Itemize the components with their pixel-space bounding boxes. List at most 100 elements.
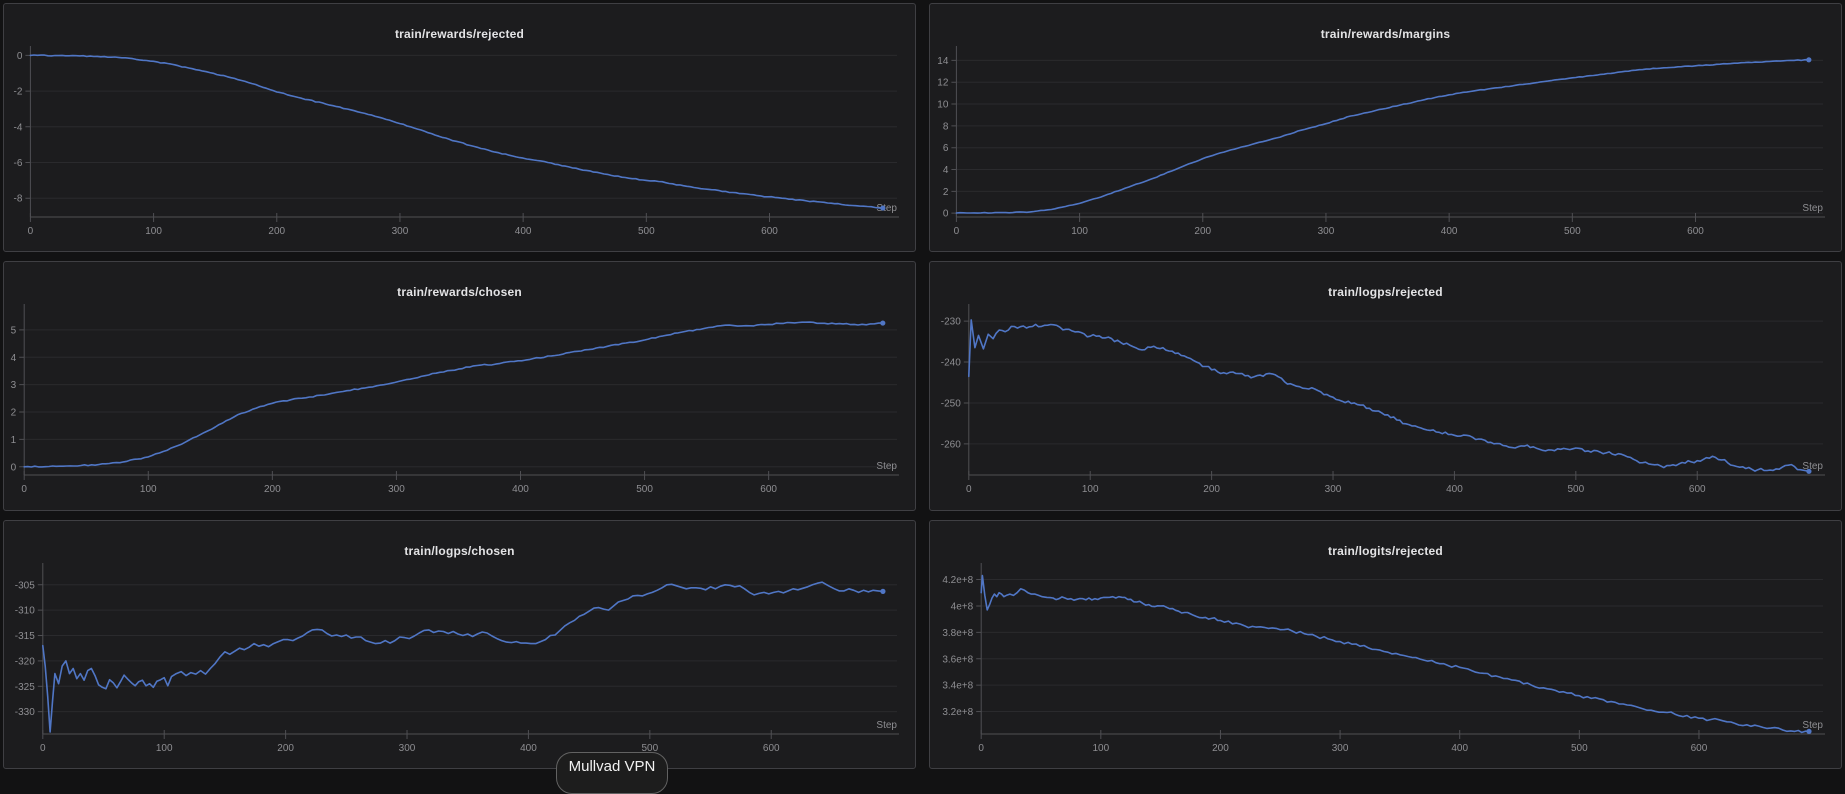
y-tick-label: -230: [941, 317, 961, 328]
x-tick-label: 200: [264, 484, 281, 495]
y-tick-label: -260: [941, 440, 961, 451]
x-axis-title: Step: [876, 461, 897, 472]
y-tick-label: -305: [15, 580, 35, 591]
chart-title: train/rewards/chosen: [397, 285, 522, 300]
vpn-notification[interactable]: Mullvad VPN: [556, 752, 668, 794]
x-tick-label: 500: [1567, 484, 1584, 495]
x-tick-label: 200: [268, 226, 285, 237]
y-tick-label: -8: [13, 194, 22, 205]
chart-panel-train-logps-rejected[interactable]: train/logps/rejected -230 -240 -250 -260 0 100…: [929, 261, 1842, 511]
x-tick-label: 100: [1071, 226, 1088, 237]
y-tick-label: 14: [937, 56, 949, 67]
y-tick-label: 1: [11, 435, 17, 446]
y-tick-label: -310: [15, 605, 35, 616]
chart-panel-train-logps-chosen[interactable]: train/logps/chosen -305 -310 -315 -320 -325 -3…: [3, 519, 916, 769]
x-tick-label: 200: [1212, 743, 1229, 754]
y-tick-label: 3.4e+8: [942, 680, 973, 691]
y-tick-label: 2: [11, 408, 17, 419]
x-tick-label: 0: [966, 484, 972, 495]
series-line[interactable]: [968, 319, 1810, 473]
x-tick-label: 300: [1332, 743, 1349, 754]
y-tick-label: 0: [17, 51, 23, 62]
x-tick-label: 0: [21, 484, 27, 495]
series-endpoint-dot: [880, 588, 886, 594]
y-tick-label: -315: [15, 631, 35, 642]
x-tick-label: 300: [388, 484, 405, 495]
x-axis-title: Step: [1802, 203, 1823, 214]
vpn-notification-label: Mullvad VPN: [568, 758, 656, 775]
chart-panel-train-logits-rejected[interactable]: train/logits/rejected 4.2e+8 4e+8 3.8e+8 3.6…: [929, 519, 1842, 769]
y-tick-label: 3.8e+8: [942, 628, 973, 639]
x-tick-label: 200: [1203, 484, 1220, 495]
series-line[interactable]: [23, 321, 884, 469]
chart-title: train/logps/rejected: [1328, 285, 1443, 300]
series-endpoint-dot: [880, 320, 886, 326]
y-tick-label: 8: [943, 121, 949, 132]
x-axis-title: Step: [876, 203, 897, 214]
x-tick-label: 200: [1194, 226, 1211, 237]
y-tick-label: -330: [15, 707, 35, 718]
y-tick-label: -325: [15, 681, 35, 692]
series-endpoint-dot: [1806, 728, 1812, 734]
x-tick-label: 0: [40, 743, 46, 754]
x-tick-label: 600: [1689, 484, 1706, 495]
x-tick-label: 0: [954, 226, 960, 237]
y-tick-label: 4.2e+8: [942, 575, 973, 586]
x-tick-label: 100: [1082, 484, 1099, 495]
chart-title: train/logps/chosen: [404, 543, 515, 558]
x-tick-label: 200: [277, 743, 294, 754]
x-tick-label: 500: [638, 226, 655, 237]
chart-panel-train-rewards-chosen[interactable]: train/rewards/chosen 5 4 3 2 1 0 0 100 200 300 400 5…: [3, 261, 916, 511]
y-tick-label: 4e+8: [951, 601, 974, 612]
y-tick-label: -4: [13, 122, 22, 133]
x-tick-label: 500: [641, 743, 658, 754]
x-axis-title: Step: [1802, 720, 1823, 731]
x-tick-label: 100: [145, 226, 162, 237]
x-tick-label: 400: [1441, 226, 1458, 237]
x-tick-label: 100: [1092, 743, 1109, 754]
x-tick-label: 500: [1571, 743, 1588, 754]
series-line[interactable]: [955, 58, 1810, 214]
series-line[interactable]: [42, 581, 884, 733]
chart-title: train/logits/rejected: [1328, 543, 1443, 558]
x-tick-label: 600: [760, 484, 777, 495]
x-tick-label: 600: [1687, 226, 1704, 237]
x-tick-label: 100: [156, 743, 173, 754]
x-tick-label: 300: [1325, 484, 1342, 495]
series-endpoint-dot: [880, 205, 886, 211]
y-tick-label: 3.2e+8: [942, 707, 973, 718]
y-tick-label: -250: [941, 399, 961, 410]
series-line[interactable]: [29, 54, 884, 209]
x-tick-label: 0: [28, 226, 34, 237]
y-tick-label: 0: [943, 209, 949, 220]
y-tick-label: 5: [11, 326, 17, 337]
chart-panel-train-rewards-rejected[interactable]: train/rewards/rejected 0 -2 -4 -6 -8 0 100 200 30…: [3, 3, 916, 253]
y-tick-label: -2: [13, 87, 22, 98]
y-tick-label: -320: [15, 656, 35, 667]
y-tick-label: 3.6e+8: [942, 654, 973, 665]
x-tick-label: 500: [1564, 226, 1581, 237]
x-tick-label: 100: [140, 484, 157, 495]
series-endpoint-dot: [1806, 469, 1812, 475]
y-tick-label: 0: [11, 463, 17, 474]
chart-canvas: 4.2e+8 4e+8 3.8e+8 3.6e+8 3.4e+8 3.2e+8 0 100 20…: [942, 562, 1825, 754]
y-tick-label: -6: [13, 158, 22, 169]
x-tick-label: 400: [512, 484, 529, 495]
series-endpoint-dot: [1806, 57, 1812, 63]
x-tick-label: 300: [399, 743, 416, 754]
y-tick-label: 3: [11, 380, 17, 391]
x-axis-title: Step: [876, 720, 897, 731]
chart-title: train/rewards/rejected: [394, 27, 525, 41]
y-tick-label: 12: [937, 78, 949, 89]
x-tick-label: 400: [515, 226, 532, 237]
x-tick-label: 600: [763, 743, 780, 754]
chart-canvas: -230 -240 -250 -260 0 100 200 300 400 500 600 Step: [941, 304, 1825, 495]
chart-panel-train-rewards-margins[interactable]: train/rewards/margins 14 12 10 8 6 4 2 0 0 100 200 3…: [929, 3, 1842, 253]
y-tick-label: 4: [11, 353, 17, 364]
y-tick-label: -240: [941, 358, 961, 369]
y-tick-label: 6: [943, 143, 949, 154]
x-tick-label: 500: [636, 484, 653, 495]
series-line[interactable]: [980, 574, 1810, 733]
